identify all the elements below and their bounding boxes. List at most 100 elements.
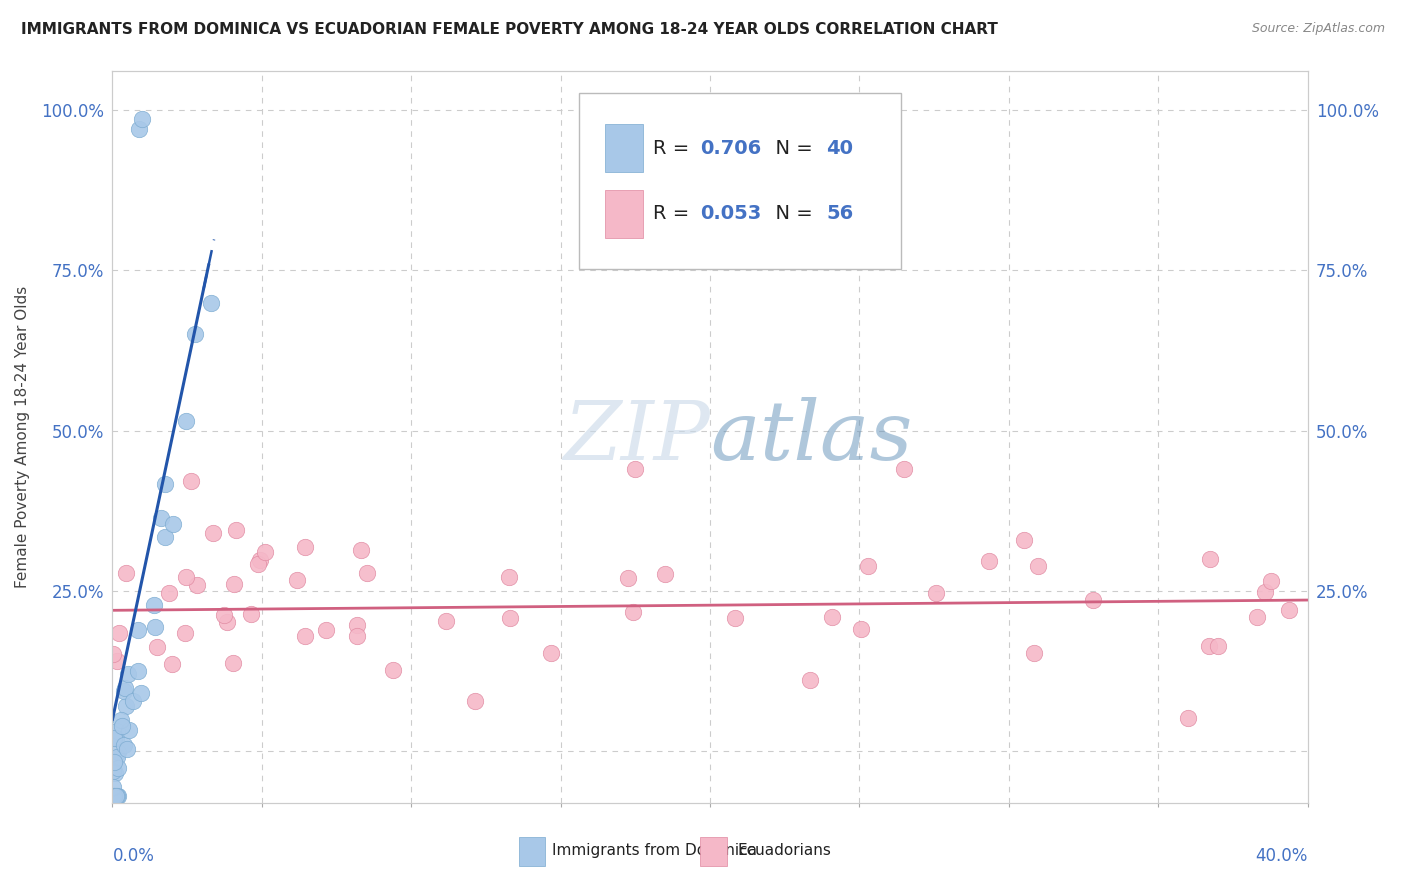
- Point: [1199, 552, 1222, 566]
- Text: 40: 40: [825, 138, 853, 158]
- Point: [184, 326, 207, 341]
- Point: [105, 654, 128, 668]
- Point: [110, 713, 132, 727]
- Point: [1177, 711, 1199, 725]
- Point: [856, 559, 879, 574]
- Point: [105, 724, 128, 739]
- Point: [200, 296, 222, 310]
- Point: [212, 607, 235, 622]
- Point: [105, 750, 128, 764]
- Point: [131, 112, 153, 127]
- Point: [616, 571, 638, 585]
- Point: [127, 664, 149, 678]
- Point: [240, 607, 263, 621]
- Bar: [700, 838, 727, 866]
- Text: IMMIGRANTS FROM DOMINICA VS ECUADORIAN FEMALE POVERTY AMONG 18-24 YEAR OLDS CORR: IMMIGRANTS FROM DOMINICA VS ECUADORIAN F…: [21, 22, 998, 37]
- Point: [114, 681, 136, 696]
- Point: [201, 526, 224, 541]
- Point: [381, 663, 404, 677]
- Point: [117, 667, 139, 681]
- Point: [143, 620, 166, 634]
- Point: [924, 586, 946, 600]
- Point: [131, 685, 153, 699]
- Text: Source: ZipAtlas.com: Source: ZipAtlas.com: [1251, 22, 1385, 36]
- Point: [294, 541, 316, 555]
- Point: [162, 516, 184, 531]
- Point: [346, 629, 368, 643]
- Point: [285, 573, 308, 587]
- Point: [103, 789, 125, 804]
- Point: [1260, 574, 1282, 588]
- Point: [186, 578, 208, 592]
- Text: ZIP: ZIP: [564, 397, 710, 477]
- Point: [111, 719, 134, 733]
- Point: [174, 414, 197, 428]
- Point: [160, 657, 183, 671]
- Point: [799, 673, 821, 687]
- Point: [180, 474, 202, 488]
- Point: [1198, 639, 1220, 653]
- Point: [104, 766, 127, 780]
- Point: [222, 577, 245, 591]
- Point: [105, 731, 128, 746]
- Point: [103, 755, 125, 769]
- Point: [1254, 585, 1277, 599]
- Point: [249, 553, 271, 567]
- Text: N =: N =: [762, 204, 818, 224]
- Text: 56: 56: [825, 204, 853, 224]
- Text: Immigrants from Dominica: Immigrants from Dominica: [553, 843, 758, 858]
- Point: [654, 566, 676, 581]
- Point: [153, 477, 176, 491]
- Point: [434, 615, 457, 629]
- Text: 40.0%: 40.0%: [1256, 847, 1308, 864]
- Point: [294, 629, 316, 643]
- Point: [1278, 603, 1301, 617]
- Point: [104, 789, 127, 804]
- Point: [112, 684, 135, 698]
- Point: [624, 462, 647, 476]
- Point: [464, 694, 486, 708]
- Point: [115, 566, 138, 581]
- Point: [143, 599, 166, 613]
- Point: [174, 626, 197, 640]
- Point: [350, 543, 373, 558]
- Point: [217, 615, 239, 629]
- Point: [246, 557, 269, 571]
- Point: [540, 646, 562, 660]
- Y-axis label: Female Poverty Among 18-24 Year Olds: Female Poverty Among 18-24 Year Olds: [15, 286, 30, 588]
- Point: [1012, 533, 1035, 547]
- Point: [346, 618, 368, 632]
- Text: atlas: atlas: [710, 397, 912, 477]
- Text: N =: N =: [762, 138, 818, 158]
- Point: [108, 625, 131, 640]
- Point: [893, 462, 915, 476]
- Text: R =: R =: [652, 138, 695, 158]
- Point: [103, 731, 125, 745]
- Point: [222, 656, 245, 670]
- Bar: [605, 124, 643, 172]
- Point: [176, 570, 198, 584]
- Point: [105, 789, 128, 804]
- Point: [1022, 646, 1045, 660]
- Point: [356, 566, 378, 581]
- Text: 0.706: 0.706: [700, 138, 762, 158]
- Point: [121, 694, 143, 708]
- Text: Ecuadorians: Ecuadorians: [738, 843, 831, 858]
- Text: 0.0%: 0.0%: [112, 847, 155, 864]
- Point: [225, 523, 247, 537]
- Point: [112, 739, 135, 753]
- Point: [107, 789, 129, 804]
- Point: [724, 610, 747, 624]
- Text: 0.053: 0.053: [700, 204, 762, 224]
- Text: R =: R =: [652, 204, 695, 224]
- Point: [1246, 609, 1268, 624]
- Point: [118, 723, 141, 737]
- Point: [315, 623, 337, 637]
- Bar: [519, 838, 546, 866]
- Point: [107, 745, 129, 759]
- Point: [499, 611, 522, 625]
- Point: [107, 789, 129, 804]
- Point: [821, 610, 844, 624]
- Point: [498, 570, 520, 584]
- Point: [1081, 593, 1104, 607]
